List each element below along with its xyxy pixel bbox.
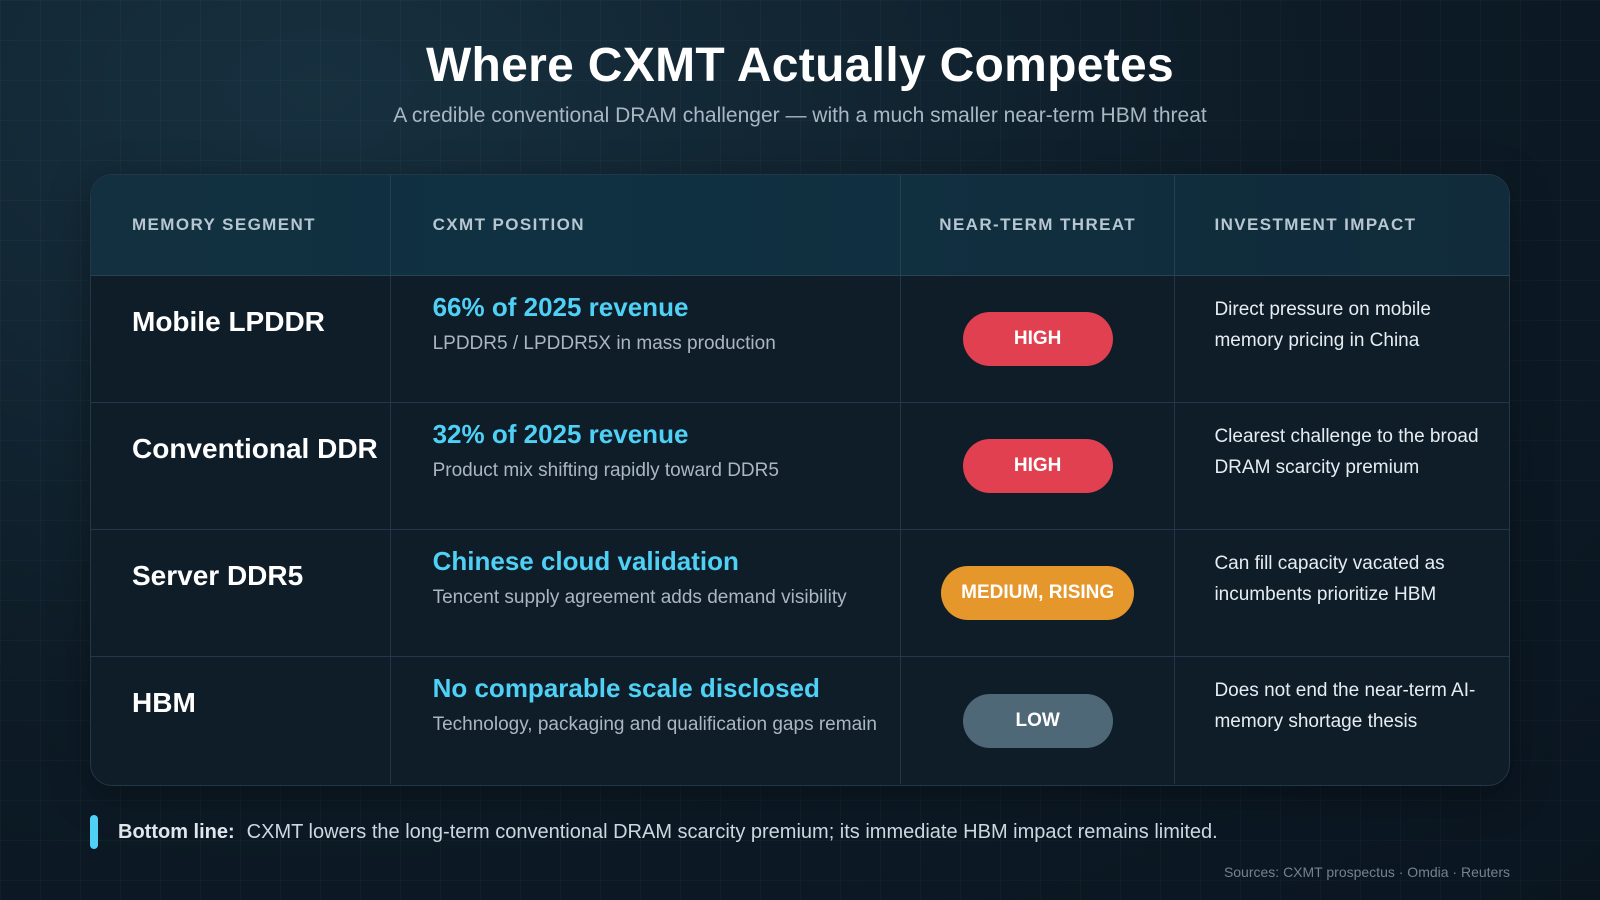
header-near-term-threat: NEAR-TERM THREAT: [901, 175, 1176, 275]
segment-name: HBM: [132, 687, 196, 718]
position-headline: No comparable scale disclosed: [432, 673, 820, 703]
header-memory-segment: MEMORY SEGMENT: [91, 175, 391, 275]
position-headline: 66% of 2025 revenue: [432, 292, 689, 322]
segment-name: Conventional DDR: [132, 433, 378, 464]
position-detail: LPDDR5 / LPDDR5X in mass production: [432, 333, 776, 354]
threat-badge: HIGH: [962, 312, 1113, 366]
position-detail: Tencent supply agreement adds demand vis…: [432, 587, 847, 608]
impact-text: Does not end the near-term AI-memory sho…: [1214, 680, 1476, 732]
page-subtitle: A credible conventional DRAM challenger …: [393, 104, 1207, 127]
sources-note: Sources: CXMT prospectus · Omdia · Reute…: [1223, 864, 1510, 880]
bottom-line: Bottom line: CXMT lowers the long-term c…: [90, 815, 1218, 849]
position-headline: 32% of 2025 revenue: [432, 419, 689, 449]
threat-badge: HIGH: [962, 439, 1113, 493]
bottom-line-label: Bottom line:: [118, 820, 235, 843]
segment-name: Server DDR5: [132, 560, 304, 591]
threat-badge: MEDIUM, RISING: [941, 566, 1135, 620]
impact-text: Can fill capacity vacated as incumbents …: [1214, 553, 1445, 605]
position-headline: Chinese cloud validation: [432, 546, 739, 576]
threat-badge: LOW: [962, 693, 1113, 748]
table-row: HBM No comparable scale disclosed Techno…: [91, 657, 1509, 784]
header-investment-impact: INVESTMENT IMPACT: [1214, 215, 1417, 234]
bottom-line-text: CXMT lowers the long-term conventional D…: [246, 820, 1218, 843]
impact-text: Clearest challenge to the broad DRAM sca…: [1214, 426, 1479, 478]
page-title: Where CXMT Actually Competes: [425, 39, 1175, 92]
table-row: Conventional DDR 32% of 2025 revenue Pro…: [91, 403, 1509, 530]
table-row: Server DDR5 Chinese cloud validation Ten…: [91, 530, 1509, 657]
accent-bar: [90, 815, 98, 849]
impact-text: Direct pressure on mobile memory pricing…: [1214, 299, 1431, 351]
table-row: Mobile LPDDR 66% of 2025 revenue LPDDR5 …: [91, 276, 1509, 403]
position-detail: Product mix shifting rapidly toward DDR5: [432, 460, 779, 481]
segment-name: Mobile LPDDR: [132, 306, 325, 337]
table-header: MEMORY SEGMENT CXMT POSITION NEAR-TERM T…: [91, 175, 1509, 276]
header-cxmt-position: CXMT POSITION: [391, 175, 901, 275]
position-detail: Technology, packaging and qualification …: [432, 714, 877, 735]
competition-table: MEMORY SEGMENT CXMT POSITION NEAR-TERM T…: [90, 174, 1510, 786]
